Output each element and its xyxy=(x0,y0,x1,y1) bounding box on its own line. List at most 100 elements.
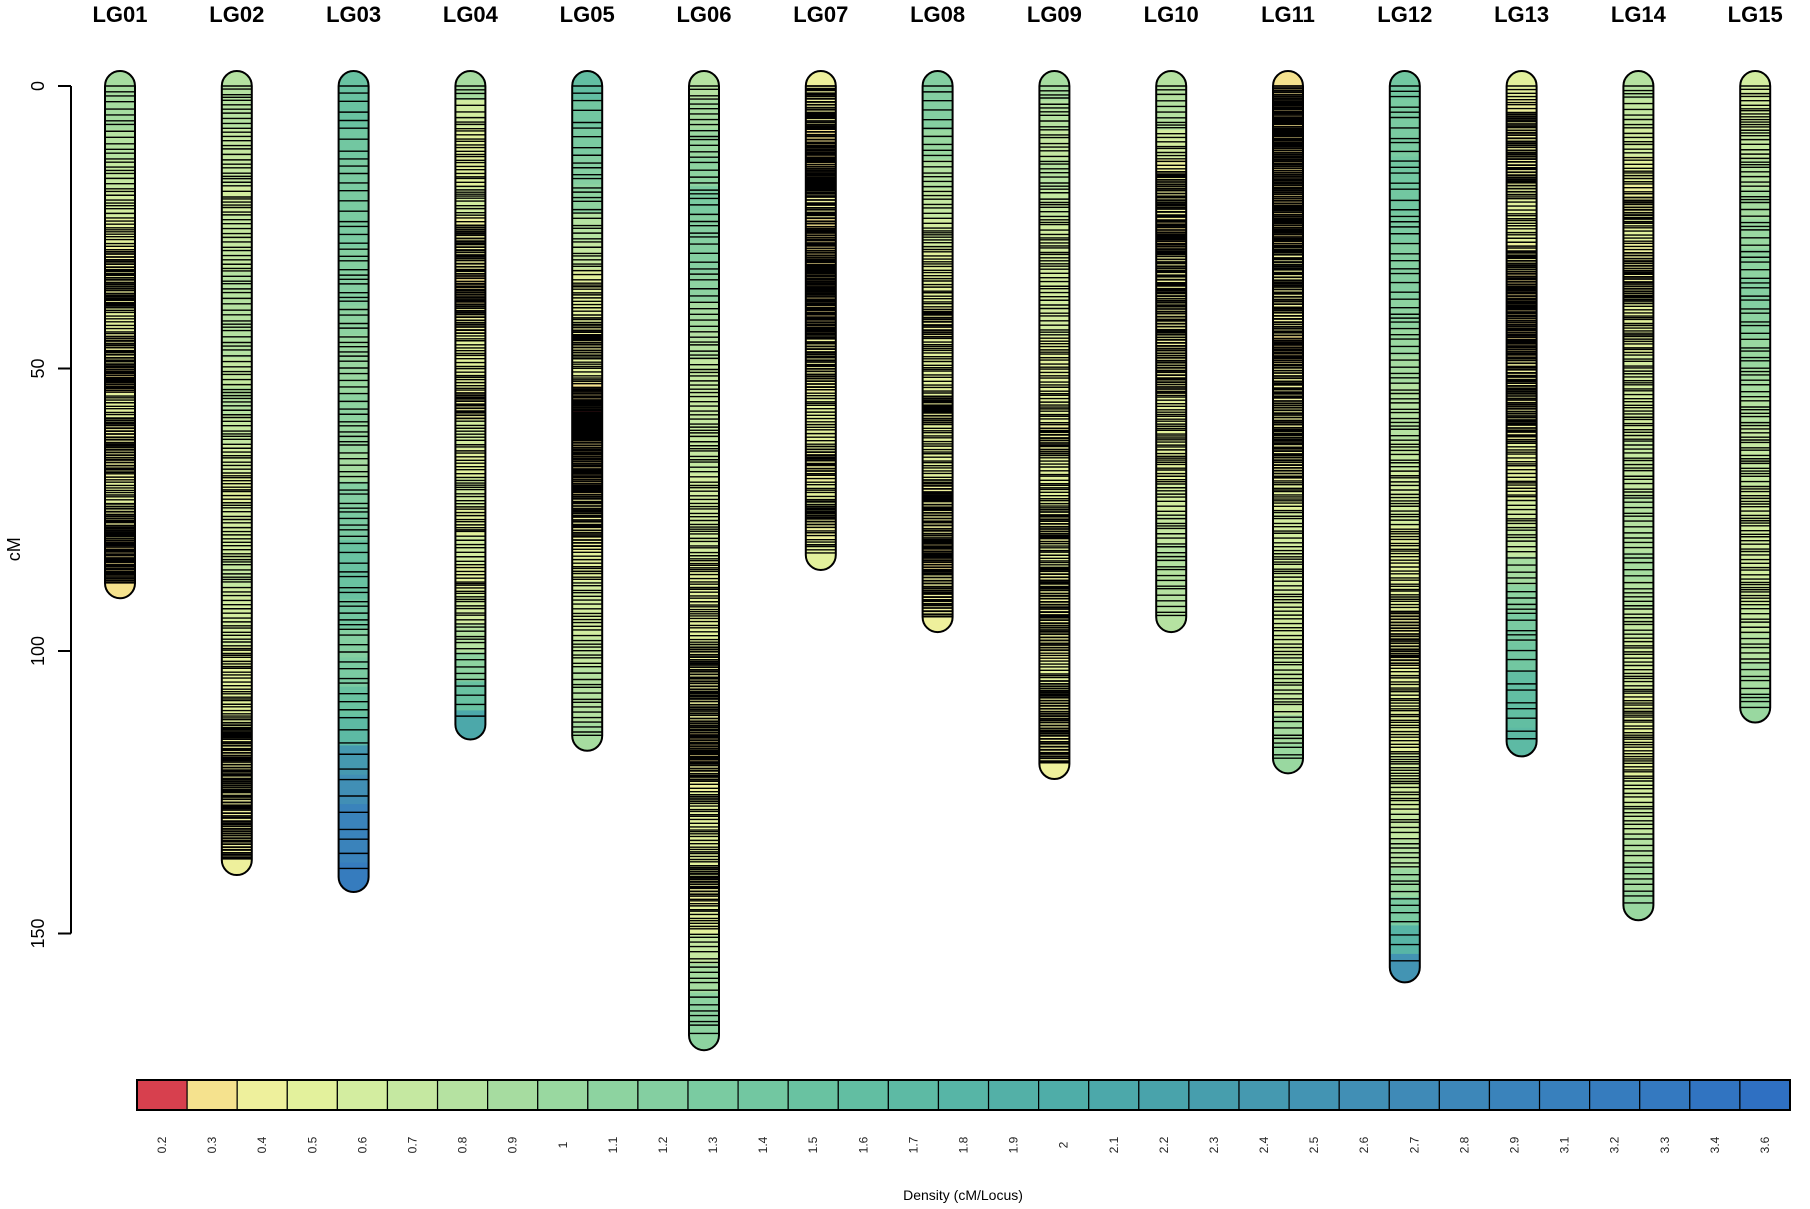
linkage-group-lg05: LG05 xyxy=(560,2,615,752)
lg-title: LG08 xyxy=(910,2,965,27)
linkage-group-lg03: LG03 xyxy=(326,2,381,893)
lg-title: LG05 xyxy=(560,2,615,27)
legend-label: 0.4 xyxy=(255,1136,269,1153)
density-segment xyxy=(1273,627,1303,657)
legend-swatch xyxy=(186,1079,238,1111)
density-segment xyxy=(1389,241,1420,271)
density-segment xyxy=(221,185,252,216)
density-segment xyxy=(338,188,369,219)
density-segment xyxy=(689,272,719,302)
density-segment xyxy=(338,129,369,160)
linkage-group-lg02: LG02 xyxy=(209,2,264,877)
density-segment xyxy=(1039,631,1070,662)
legend-label: 3.3 xyxy=(1658,1136,1672,1153)
density-segment xyxy=(1623,863,1654,893)
density-segment xyxy=(689,618,719,648)
density-segment xyxy=(1273,656,1303,687)
density-segment xyxy=(689,215,719,245)
legend-label: 1.9 xyxy=(1007,1136,1021,1153)
legend-swatch xyxy=(537,1079,589,1111)
density-segment xyxy=(1740,189,1771,220)
y-tick-label: 50 xyxy=(28,358,48,378)
density-segment xyxy=(1623,750,1654,780)
lg-title: LG15 xyxy=(1728,2,1783,27)
density-segment xyxy=(338,334,369,365)
legend-swatch xyxy=(1438,1079,1491,1111)
legend-swatch xyxy=(1538,1079,1591,1111)
legend-swatch xyxy=(1338,1079,1390,1111)
chromosome-outline xyxy=(688,70,720,1052)
density-segment xyxy=(1623,552,1654,582)
density-segment xyxy=(1623,495,1654,525)
density-segment xyxy=(338,745,369,776)
legend-swatch xyxy=(436,1079,489,1111)
chromosome-outline xyxy=(571,70,604,752)
legend-swatch xyxy=(136,1079,188,1111)
density-segment xyxy=(221,128,252,158)
density-segment xyxy=(1740,130,1771,161)
legend-label: 0.3 xyxy=(205,1136,219,1153)
density-segment xyxy=(572,212,603,242)
density-segment xyxy=(1740,426,1771,457)
density-legend: 0.2 0.3 0.4 0.5 0.6 0.7 0.8 0.9 1 1.1 1.2 1.3 1.4 1.5… xyxy=(136,1079,1791,1203)
legend-label: 0.7 xyxy=(406,1136,420,1153)
legend-swatch xyxy=(837,1079,889,1111)
density-segment xyxy=(689,128,719,158)
legend-label: 2.7 xyxy=(1407,1136,1421,1153)
legend-label: 0.2 xyxy=(155,1136,169,1153)
density-segment xyxy=(1623,835,1654,865)
marker-loci xyxy=(221,85,252,860)
marker-loci xyxy=(805,85,836,554)
legend-label: 3.6 xyxy=(1758,1136,1772,1153)
chromosome-outline xyxy=(921,70,954,634)
legend-swatch xyxy=(487,1079,539,1111)
y-axis-label: cM xyxy=(4,537,24,561)
lg-title: LG06 xyxy=(676,2,731,27)
density-segment xyxy=(689,186,719,216)
density-segment xyxy=(1389,583,1420,613)
density-segment xyxy=(1623,722,1654,751)
linkage-group-lg06: LG06 xyxy=(676,2,732,1052)
density-segment xyxy=(1273,714,1303,745)
density-segment xyxy=(221,329,252,359)
linkage-group-lg04: LG04 xyxy=(443,2,499,741)
chromosome-outline xyxy=(1739,70,1772,724)
legend-label: 2.3 xyxy=(1207,1136,1221,1153)
density-segment xyxy=(1156,484,1187,515)
legend-swatch xyxy=(987,1079,1040,1111)
legend-label: 2.1 xyxy=(1107,1136,1121,1153)
density-segment xyxy=(1506,670,1537,700)
density-segment xyxy=(338,833,369,864)
marker-loci xyxy=(1273,85,1303,759)
linkage-group-lg09: LG09 xyxy=(1027,2,1082,780)
y-tick-label: 100 xyxy=(28,636,48,666)
lg-title: LG11 xyxy=(1261,2,1315,27)
density-segment xyxy=(338,305,369,336)
legend-swatch xyxy=(1238,1079,1290,1111)
chromosome-outline xyxy=(104,70,136,600)
legend-swatch xyxy=(787,1079,839,1111)
legend-label: 1.1 xyxy=(606,1136,620,1153)
density-segment xyxy=(922,100,953,131)
density-segment xyxy=(572,524,603,554)
legend-label: 1.3 xyxy=(706,1136,720,1153)
chromosome-outline xyxy=(220,70,253,877)
density-segment xyxy=(1506,642,1537,672)
legend-swatch xyxy=(386,1079,439,1111)
density-segment xyxy=(1389,868,1420,898)
density-segment xyxy=(689,359,719,389)
linkage-group-lg14: LG14 xyxy=(1611,2,1667,922)
density-segment xyxy=(455,100,486,130)
linkage-group-lg08: LG08 xyxy=(910,2,965,634)
chromosome-outline xyxy=(337,70,370,893)
legend-swatch xyxy=(286,1079,338,1111)
chromosome-outline xyxy=(1155,70,1188,634)
lg-title: LG14 xyxy=(1611,2,1667,27)
density-segment xyxy=(689,474,719,504)
density-segment xyxy=(1389,213,1420,243)
legend-swatch xyxy=(737,1079,789,1111)
legend-label: 1.2 xyxy=(656,1136,670,1153)
density-segment xyxy=(1039,454,1070,485)
density-segment xyxy=(689,935,719,965)
density-segment xyxy=(1389,811,1420,841)
